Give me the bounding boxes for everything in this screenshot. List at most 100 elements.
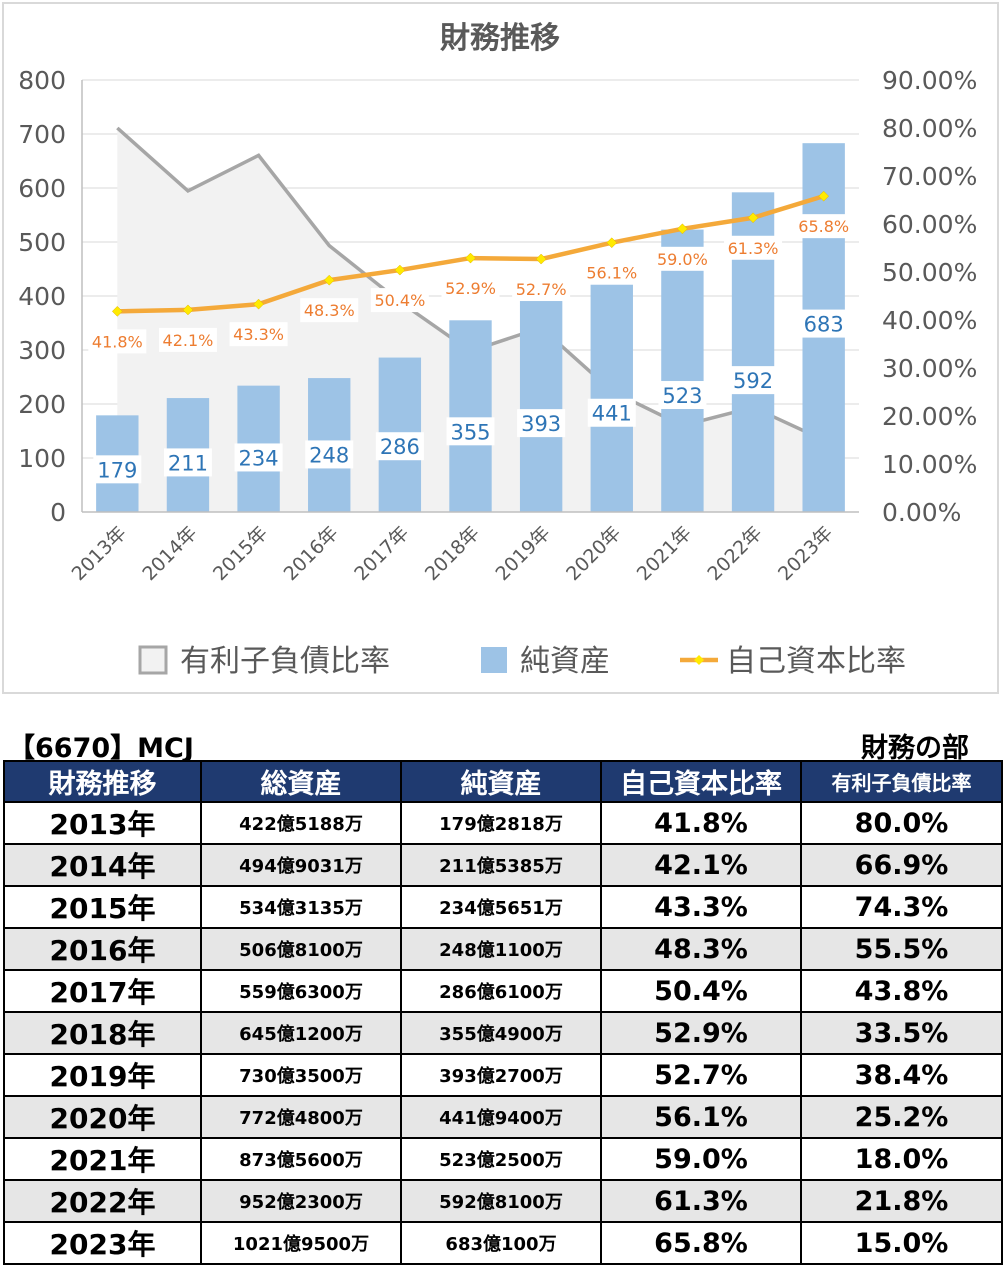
net-assets-cell: 523億2500万 (400, 1137, 602, 1181)
bar-label-bg (729, 366, 778, 395)
bar-net-assets (590, 273, 633, 512)
net-assets-cell: 683億100万 (400, 1221, 602, 1265)
bar-data-label: 441 (592, 402, 632, 426)
y-right-tick-label: 90.00% (882, 66, 977, 95)
total-assets-cell: 494億9031万 (200, 843, 402, 887)
line-data-label: 48.3% (304, 301, 355, 320)
year-cell: 2014年 (3, 843, 202, 887)
net-assets-cell: 248億1100万 (400, 927, 602, 971)
bar-label-bg (517, 409, 566, 438)
legend-swatch-net-assets (481, 647, 507, 673)
y-right-tick-label: 80.00% (882, 114, 977, 143)
x-tick-label: 2013年 (68, 522, 131, 585)
header-year: 財務推移 (3, 760, 202, 803)
bar-label-bg (799, 309, 848, 338)
line-label-bg (512, 277, 571, 302)
debt-ratio-cell: 43.8% (800, 969, 1003, 1013)
debt-ratio-cell: 21.8% (800, 1179, 1003, 1223)
line-marker (747, 212, 759, 224)
x-tick-label: 2016年 (280, 522, 343, 585)
equity-ratio-cell: 52.7% (600, 1053, 802, 1097)
line-label-bg (582, 260, 641, 285)
x-tick-label: 2022年 (703, 522, 766, 585)
bar-data-label: 179 (97, 458, 137, 482)
section-title: 財務の部 (861, 733, 969, 764)
net-assets-cell: 355億4900万 (400, 1011, 602, 1055)
company-code-title: 【6670】MCJ (8, 733, 194, 764)
line-label-bg (88, 329, 147, 354)
year-cell: 2020年 (3, 1095, 202, 1139)
bar-label-bg (163, 448, 212, 477)
bar-data-label: 393 (521, 412, 561, 436)
area-debt-ratio-fill (117, 128, 824, 512)
total-assets-cell: 534億3135万 (200, 885, 402, 929)
bar-label-bg (658, 381, 707, 410)
y-right-tick-label: 50.00% (882, 258, 977, 287)
year-cell: 2022年 (3, 1179, 202, 1223)
x-tick-label: 2017年 (350, 522, 413, 585)
y-left-tick-label: 800 (18, 66, 66, 95)
y-right-tick-label: 20.00% (882, 402, 977, 431)
y-right-tick-label: 30.00% (882, 354, 977, 383)
bar-data-label: 286 (380, 435, 420, 459)
equity-ratio-cell: 42.1% (600, 843, 802, 887)
equity-ratio-cell: 43.3% (600, 885, 802, 929)
year-cell: 2019年 (3, 1053, 202, 1097)
y-left-tick-label: 200 (18, 390, 66, 419)
x-tick-label: 2018年 (421, 522, 484, 585)
bar-label-bg (446, 417, 495, 446)
legend-swatch-debt-ratio (138, 645, 168, 675)
bar-label-bg (305, 440, 354, 469)
line-data-label: 52.7% (516, 280, 567, 299)
line-marker (465, 252, 476, 264)
year-cell: 2013年 (3, 801, 202, 845)
debt-ratio-cell: 25.2% (800, 1095, 1003, 1139)
chart-title: 財務推移 (440, 21, 560, 56)
line-marker (677, 223, 688, 235)
total-assets-cell: 1021億9500万 (200, 1221, 402, 1265)
line-data-label: 59.0% (657, 250, 708, 269)
y-right-tick-label: 60.00% (882, 210, 977, 239)
equity-ratio-cell: 65.8% (600, 1221, 802, 1265)
legend-marker-equity-ratio (694, 655, 704, 665)
line-data-label: 43.3% (233, 325, 284, 344)
net-assets-cell: 179億2818万 (400, 801, 602, 845)
net-assets-cell: 393億2700万 (400, 1053, 602, 1097)
table-row: 2014年 494億9031万 211億5385万 42.1% 66.9% (3, 843, 1003, 887)
x-tick-label: 2019年 (491, 522, 554, 585)
year-cell: 2015年 (3, 885, 202, 929)
y-right-tick-label: 10.00% (882, 450, 977, 479)
y-left-tick-label: 500 (18, 228, 66, 257)
table-row: 2018年 645億1200万 355億4900万 52.9% 33.5% (3, 1011, 1003, 1055)
table-row: 2016年 506億8100万 248億1100万 48.3% 55.5% (3, 927, 1003, 971)
y-left-tick-label: 100 (18, 444, 66, 473)
line-marker (253, 298, 264, 310)
line-marker (182, 304, 194, 316)
y-left-tick-label: 0 (50, 498, 66, 527)
legend-label-debt-ratio: 有利子負債比率 (180, 644, 390, 679)
x-tick-label: 2014年 (138, 522, 201, 585)
total-assets-cell: 873億5600万 (200, 1137, 402, 1181)
bar-label-bg (234, 443, 283, 472)
total-assets-cell: 730億3500万 (200, 1053, 402, 1097)
y-left-tick-label: 700 (18, 120, 66, 149)
debt-ratio-cell: 55.5% (800, 927, 1003, 971)
chart-panel: 財務推移 0 100 200 300 400 500 600 700 800 0.00% 10.00%… (2, 2, 999, 694)
debt-ratio-cell: 33.5% (800, 1011, 1003, 1055)
y-left-tick-label: 300 (18, 336, 66, 365)
line-marker (394, 264, 406, 276)
line-label-bg (724, 235, 783, 260)
x-tick-label: 2023年 (774, 522, 837, 585)
debt-ratio-cell: 66.9% (800, 843, 1003, 887)
net-assets-cell: 286億6100万 (400, 969, 602, 1013)
net-assets-cell: 441億9400万 (400, 1095, 602, 1139)
equity-ratio-cell: 59.0% (600, 1137, 802, 1181)
net-assets-cell: 211億5385万 (400, 843, 602, 887)
legend-label-net-assets: 純資産 (520, 644, 610, 679)
equity-ratio-cell: 41.8% (600, 801, 802, 845)
total-assets-cell: 422億5188万 (200, 801, 402, 845)
year-cell: 2018年 (3, 1011, 202, 1055)
debt-ratio-cell: 18.0% (800, 1137, 1003, 1181)
year-cell: 2023年 (3, 1221, 202, 1265)
net-assets-cell: 592億8100万 (400, 1179, 602, 1223)
